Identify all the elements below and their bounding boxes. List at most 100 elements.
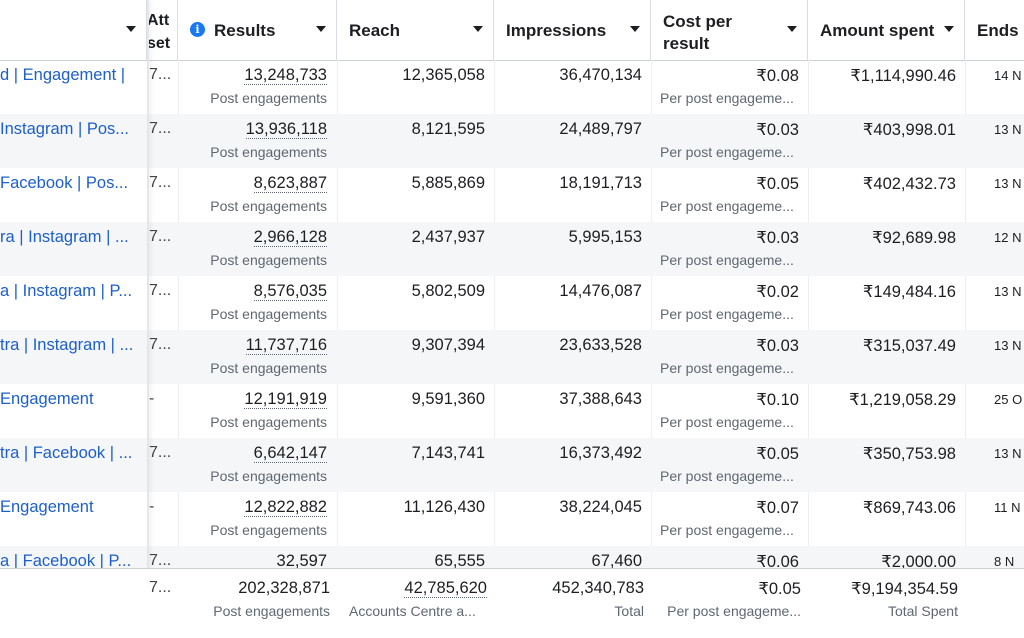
header-attribution-label-2: set [147,35,171,52]
chevron-down-icon[interactable] [473,26,483,32]
table-row[interactable]: Engagement - 12,191,919 Post engagements 9,5… [0,384,1024,438]
results-number[interactable]: 11,737,716 [245,336,327,355]
results-type: Post engagements [210,306,327,322]
chevron-down-icon[interactable] [787,26,797,32]
chevron-down-icon[interactable] [630,26,640,32]
results-type: Post engagements [210,522,327,538]
campaign-name-link[interactable]: tra | Facebook | ... [0,444,133,462]
results-value[interactable]: 2,966,128 [180,228,327,247]
results-number[interactable]: 13,248,733 [244,66,327,85]
table-row[interactable]: tra | Instagram | ... 7... 11,737,716 Post … [0,330,1024,384]
header-impressions-label: Impressions [506,21,607,40]
reach-value: 9,307,394 [411,336,485,354]
results-value[interactable]: 8,576,035 [180,282,327,301]
table-row[interactable]: tra | Facebook | ... 7... 6,642,147 Post en… [0,438,1024,492]
amount-spent-value: ₹1,219,058.29 [849,391,956,409]
results-number[interactable]: 6,642,147 [253,444,327,463]
header-amount-spent-label: Amount spent [820,21,935,40]
results-number[interactable]: 2,966,128 [253,228,327,247]
results-type: Post engagements [210,198,327,214]
campaign-name-link[interactable]: ra | Instagram | ... [0,228,129,246]
totals-cost-per-result: ₹0.05 [758,580,801,598]
table-row[interactable]: Instagram | Pos... 7... 13,936,118 Post eng… [0,114,1024,168]
cost-per-result-type: Per post engageme... [660,414,794,430]
cost-per-result-value: ₹0.10 [756,391,799,409]
impressions-value: 23,633,528 [559,336,642,354]
totals-cost-per-result-sub: Per post engageme... [667,603,801,619]
header-cost-per-result[interactable]: Cost per result [651,0,808,60]
cost-per-result-value: ₹0.03 [756,121,799,139]
header-attribution-setting[interactable]: Att set [147,0,178,60]
reach-value: 65,555 [434,552,485,570]
table-header: Att set i Results Reach Impressions Cost… [0,0,1024,61]
results-value[interactable]: 12,191,919 [180,390,327,409]
reach-value: 11,126,430 [403,498,485,516]
totals-impressions: 452,340,783 [552,579,644,597]
header-amount-spent[interactable]: Amount spent [808,0,965,60]
totals-amount-spent: ₹9,194,354.59 [851,580,958,598]
campaign-name-link[interactable]: Engagement [0,390,94,408]
campaign-name-link[interactable]: Engagement [0,498,94,516]
results-number[interactable]: 8,576,035 [253,282,327,301]
impressions-value: 14,476,087 [559,282,642,300]
header-name-column[interactable] [0,0,147,60]
table-row[interactable]: Facebook | Pos... 7... 8,623,887 Post engag… [0,168,1024,222]
header-results[interactable]: i Results [178,0,337,60]
header-impressions[interactable]: Impressions [494,0,651,60]
ends-date: 13 N [994,338,1022,353]
header-ends[interactable]: Ends [965,0,1024,60]
results-value[interactable]: 11,737,716 [180,336,327,355]
campaign-name-link[interactable]: Facebook | Pos... [0,174,129,192]
table-row[interactable]: d | Engagement | 7... 13,248,733 Post engag… [0,60,1024,114]
table-row[interactable]: ra | Instagram | ... 7... 2,966,128 Post en… [0,222,1024,276]
campaign-name-link[interactable]: a | Facebook | P... [0,552,132,570]
impressions-value: 67,460 [591,552,642,570]
totals-reach[interactable]: 42,785,620 [339,579,487,598]
campaign-name-link[interactable]: d | Engagement | [0,66,126,84]
info-icon[interactable]: i [190,22,205,37]
results-number[interactable]: 8,623,887 [253,174,327,193]
ends-date: 11 N [994,500,1021,515]
attribution-setting: 7... [149,444,172,461]
totals-reach-value[interactable]: 42,785,620 [404,579,487,598]
results-value[interactable]: 32,597 [180,552,327,571]
results-value[interactable]: 13,936,118 [180,120,327,139]
totals-results-sub: Post engagements [213,603,330,619]
results-number[interactable]: 12,191,919 [244,390,327,409]
table-row[interactable]: a | Instagram | P... 7... 8,576,035 Post en… [0,276,1024,330]
ends-date: 25 O [994,392,1023,407]
table-row[interactable]: Engagement - 12,822,882 Post engagements 11,… [0,492,1024,546]
cost-per-result-value: ₹0.03 [756,229,799,247]
column-divider [808,60,809,568]
cost-per-result-type: Per post engageme... [660,306,794,322]
campaign-name-link[interactable]: Instagram | Pos... [0,120,130,138]
results-number[interactable]: 12,822,882 [244,498,327,517]
campaign-name-link[interactable]: tra | Instagram | ... [0,336,134,354]
results-number[interactable]: 32,597 [276,552,327,571]
column-divider [965,60,966,568]
chevron-down-icon[interactable] [126,26,136,32]
cost-per-result-type: Per post engageme... [660,144,794,160]
impressions-value: 37,388,643 [559,390,642,408]
cost-per-result-type: Per post engageme... [660,360,794,376]
frozen-column-divider [147,0,149,637]
results-value[interactable]: 12,822,882 [180,498,327,517]
cost-per-result-value: ₹0.02 [756,283,799,301]
cost-per-result-value: ₹0.08 [756,67,799,85]
cost-per-result-value: ₹0.05 [756,175,799,193]
chevron-down-icon[interactable] [944,26,954,32]
header-reach[interactable]: Reach [337,0,494,60]
results-value[interactable]: 6,642,147 [180,444,327,463]
totals-reach-sub: Accounts Centre a... [349,603,476,619]
reach-value: 9,591,360 [411,390,485,408]
amount-spent-value: ₹1,114,990.46 [850,67,956,85]
results-type: Post engagements [210,468,327,484]
campaign-name-link[interactable]: a | Instagram | P... [0,282,133,300]
chevron-down-icon[interactable] [316,26,326,32]
results-value[interactable]: 13,248,733 [180,66,327,85]
impressions-value: 38,224,045 [559,498,642,516]
results-number[interactable]: 13,936,118 [245,120,327,139]
totals-attribution: 7... [149,579,172,596]
attribution-setting: 7... [149,120,172,137]
results-value[interactable]: 8,623,887 [180,174,327,193]
